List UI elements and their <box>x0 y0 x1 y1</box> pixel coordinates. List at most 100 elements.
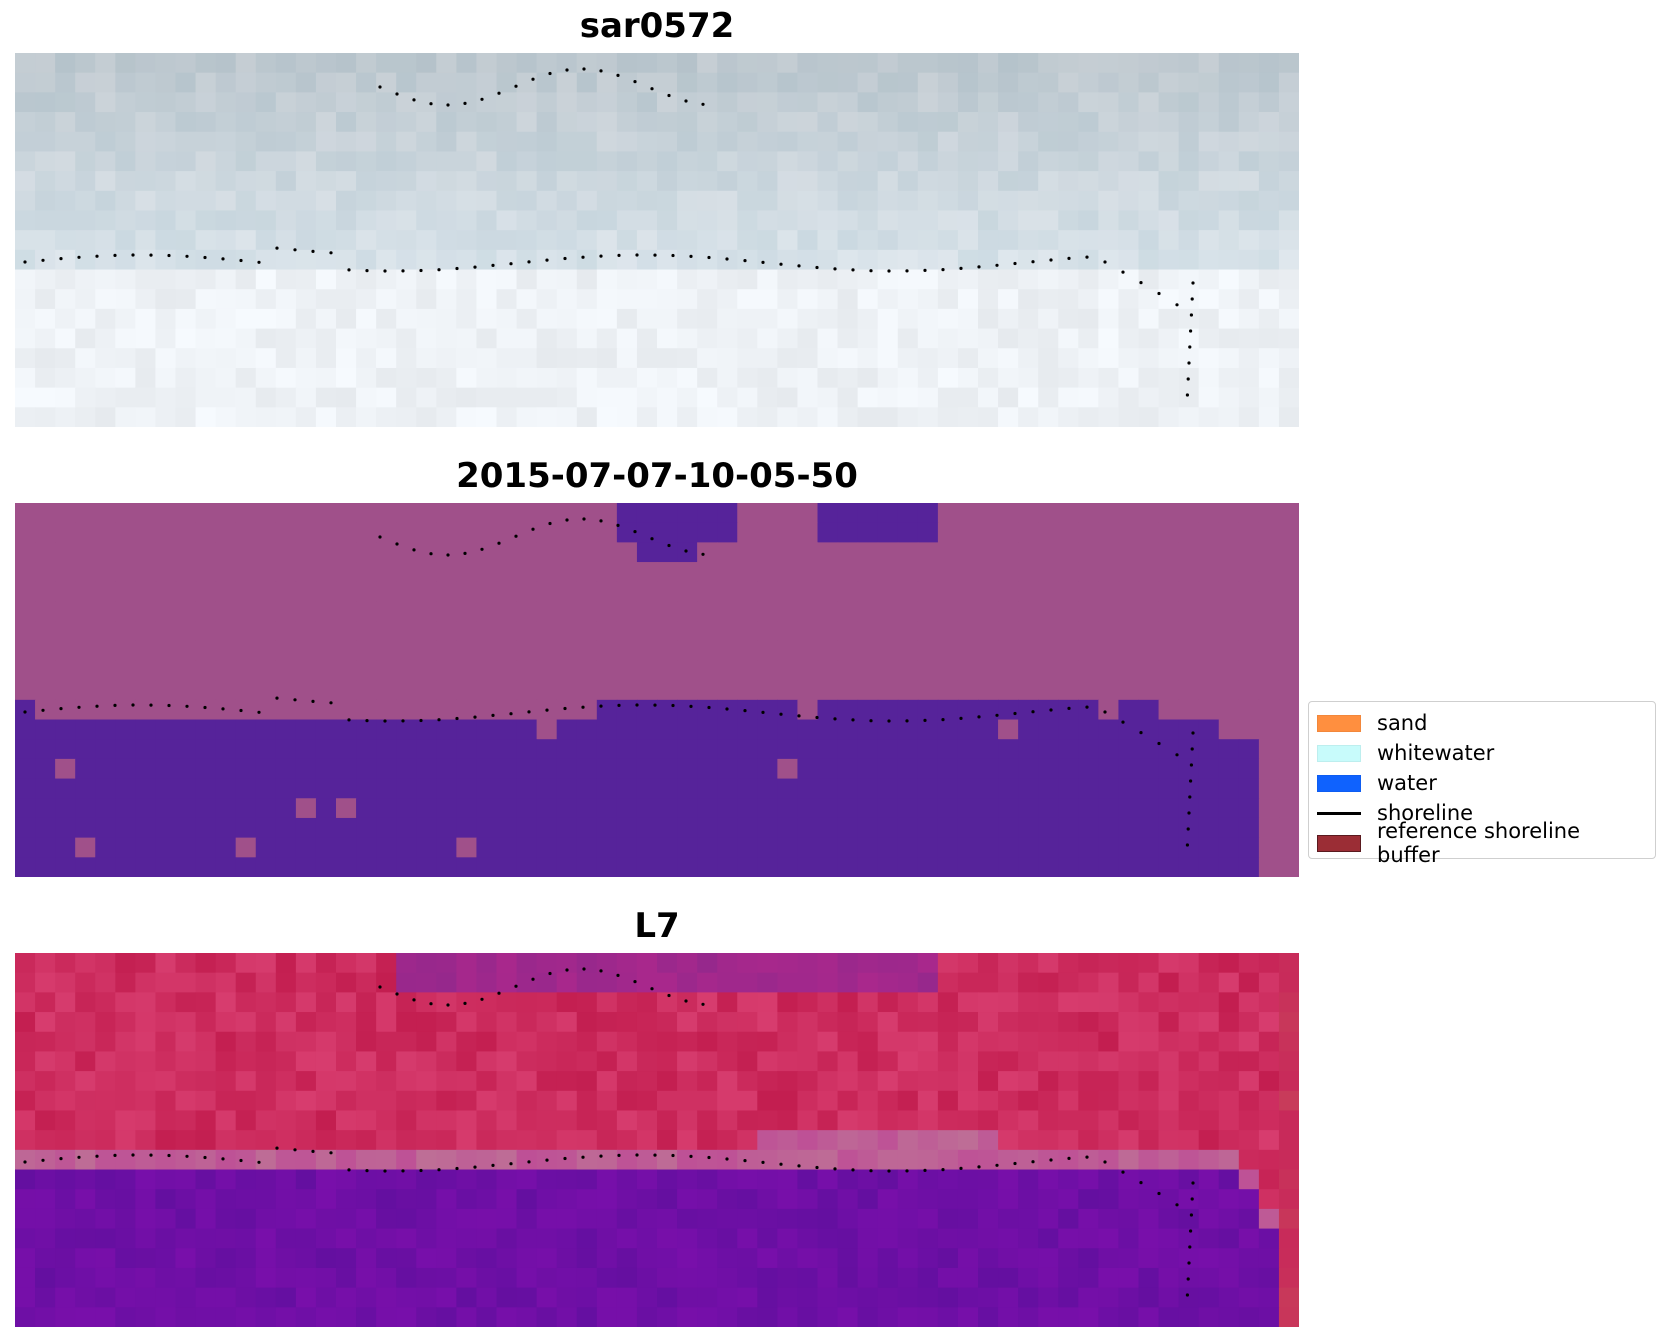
image-pixel <box>416 269 437 290</box>
image-pixel <box>978 289 999 310</box>
image-pixel <box>556 1051 578 1072</box>
image-pixel <box>396 1307 417 1327</box>
image-pixel <box>516 289 538 310</box>
image-pixel <box>376 1012 397 1033</box>
image-pixel <box>1058 348 1079 369</box>
image-pixel <box>697 798 718 819</box>
image-pixel <box>155 857 177 877</box>
image-pixel <box>717 680 738 701</box>
image-pixel <box>1018 601 1039 622</box>
image-pixel <box>616 953 638 974</box>
image-pixel <box>1038 308 1059 330</box>
image-pixel <box>155 1012 177 1033</box>
image-pixel <box>275 367 297 389</box>
image-pixel <box>737 328 758 349</box>
image-pixel <box>356 660 377 681</box>
image-pixel <box>1198 1267 1220 1289</box>
image-pixel <box>536 992 558 1013</box>
image-pixel <box>135 249 157 271</box>
shoreline-point <box>491 713 495 717</box>
image-pixel <box>15 1208 36 1230</box>
image-pixel <box>1058 92 1079 113</box>
image-pixel <box>1118 601 1140 622</box>
image-pixel <box>476 1189 498 1210</box>
image-pixel <box>837 542 859 563</box>
image-pixel <box>556 1071 578 1092</box>
image-pixel <box>998 1071 1019 1092</box>
image-pixel <box>235 972 257 993</box>
image-pixel <box>556 522 578 543</box>
image-pixel <box>15 387 36 408</box>
image-pixel <box>376 92 397 113</box>
image-pixel <box>817 640 839 662</box>
image-pixel <box>15 249 36 271</box>
shoreline-point <box>959 716 963 720</box>
image-pixel <box>15 1267 36 1289</box>
legend: sand whitewater water shoreline reference sh… <box>1308 701 1656 867</box>
image-pixel <box>797 581 819 603</box>
image-pixel <box>817 503 839 524</box>
image-pixel <box>75 249 96 271</box>
image-pixel <box>616 581 638 603</box>
image-pixel <box>1018 190 1039 212</box>
image-pixel <box>95 1307 116 1327</box>
image-pixel <box>315 1090 337 1112</box>
image-pixel <box>496 1031 518 1053</box>
image-pixel <box>1038 72 1059 93</box>
image-pixel <box>396 798 417 819</box>
image-pixel <box>777 1130 799 1151</box>
shoreline-point <box>185 1154 189 1158</box>
image-pixel <box>937 562 959 583</box>
image-pixel <box>1018 1110 1039 1131</box>
image-pixel <box>1238 1307 1260 1327</box>
image-pixel <box>356 328 377 349</box>
image-pixel <box>115 112 136 133</box>
image-pixel <box>1278 1248 1299 1269</box>
image-pixel <box>657 190 678 212</box>
image-pixel <box>115 660 136 681</box>
image-pixel <box>998 1149 1019 1171</box>
image-pixel <box>336 640 357 662</box>
image-pixel <box>1098 621 1120 642</box>
image-pixel <box>556 778 578 799</box>
image-pixel <box>536 1169 558 1190</box>
image-pixel <box>1138 1031 1160 1053</box>
shoreline-point <box>473 1165 477 1169</box>
image-pixel <box>1238 92 1260 113</box>
image-pixel <box>717 1012 738 1033</box>
image-pixel <box>957 660 979 681</box>
image-pixel <box>717 562 738 583</box>
image-pixel <box>576 699 598 721</box>
image-pixel <box>476 72 498 93</box>
image-pixel <box>777 1110 799 1131</box>
image-pixel <box>195 1169 217 1190</box>
shoreline-point <box>395 542 399 546</box>
image-pixel <box>55 1130 76 1151</box>
shoreline-point <box>378 85 382 89</box>
image-pixel <box>797 1248 819 1269</box>
image-pixel <box>336 972 357 993</box>
image-pixel <box>917 1267 939 1289</box>
shoreline-point <box>41 708 45 712</box>
image-pixel <box>717 53 738 74</box>
image-pixel <box>195 328 217 349</box>
image-pixel <box>135 562 157 583</box>
shoreline-point <box>684 99 688 103</box>
image-pixel <box>235 992 257 1013</box>
image-pixel <box>456 1248 478 1269</box>
image-pixel <box>55 992 76 1013</box>
image-pixel <box>1238 1149 1260 1171</box>
image-pixel <box>75 837 96 858</box>
image-pixel <box>957 131 979 153</box>
image-pixel <box>998 171 1019 192</box>
image-pixel <box>1258 992 1280 1013</box>
image-pixel <box>476 367 498 389</box>
image-pixel <box>837 660 859 681</box>
image-pixel <box>837 1090 859 1112</box>
image-pixel <box>1218 289 1240 310</box>
image-pixel <box>817 542 839 563</box>
image-pixel <box>476 249 498 271</box>
image-pixel <box>817 953 839 974</box>
image-pixel <box>1118 367 1140 389</box>
image-pixel <box>1218 1228 1240 1249</box>
